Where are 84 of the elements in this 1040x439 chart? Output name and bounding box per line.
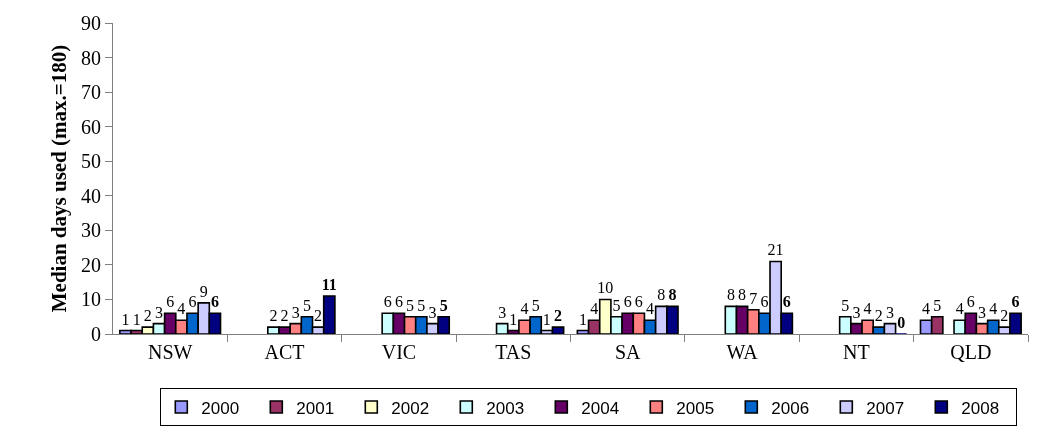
legend-label: 2006 [771, 398, 810, 418]
legend-label: 2001 [296, 398, 335, 418]
x-tick-label: WA [726, 341, 759, 364]
data-label: 6 [966, 293, 975, 311]
legend-label: 2004 [581, 398, 620, 418]
data-label: 6 [394, 293, 403, 311]
data-label: 5 [406, 296, 415, 314]
data-label: 4 [955, 300, 964, 318]
data-label: 8 [738, 286, 747, 304]
data-label: 6 [166, 293, 175, 311]
data-label: 5 [531, 296, 540, 314]
data-label: 1 [542, 310, 551, 328]
x-tick-label: ACT [264, 341, 305, 364]
y-tick-label: 90 [80, 12, 101, 34]
data-label: 6 [760, 293, 769, 311]
x-tick-label: QLD [950, 341, 992, 364]
data-label: 21 [767, 241, 784, 259]
legend-label: 2005 [676, 398, 715, 418]
y-tick-label: 50 [80, 150, 101, 173]
data-label: 5 [439, 296, 448, 314]
x-tick-label: VIC [381, 341, 417, 364]
data-label: 4 [177, 300, 186, 318]
x-tick-label: NSW [147, 341, 193, 364]
legend-label: 2007 [866, 398, 905, 418]
data-label: 6 [188, 293, 197, 311]
data-label: 4 [590, 300, 599, 318]
data-label: 3 [155, 303, 164, 321]
data-label: 1 [132, 310, 141, 328]
data-label: 5 [841, 296, 850, 314]
data-label: 0 [897, 314, 906, 331]
data-label: 2 [269, 307, 278, 325]
legend-label: 2008 [961, 398, 1000, 418]
data-label: 2 [554, 307, 563, 325]
data-label: 1 [121, 310, 130, 328]
data-label: 5 [302, 296, 311, 314]
data-label: 3 [291, 303, 300, 321]
data-label: 4 [863, 300, 872, 318]
y-tick-label: 80 [80, 46, 101, 69]
data-label: 2 [143, 307, 152, 325]
data-label: 8 [657, 286, 666, 304]
data-label: 7 [749, 289, 758, 307]
data-label: 2 [1000, 307, 1009, 325]
data-label: 6 [782, 293, 791, 311]
data-label: 3 [977, 303, 986, 321]
data-label: 6 [623, 293, 632, 311]
y-tick-label: 60 [80, 115, 101, 138]
data-label: 3 [428, 303, 437, 321]
y-tick-label: 40 [80, 184, 101, 207]
data-label: 4 [520, 300, 529, 318]
data-label: 2 [314, 307, 323, 325]
data-label: 8 [726, 286, 735, 304]
y-tick-label: 20 [80, 253, 101, 276]
data-label: 3 [498, 303, 507, 321]
data-label: 8 [668, 286, 677, 304]
y-tick-label: 10 [80, 288, 101, 311]
data-label: 2 [874, 307, 883, 325]
data-label: 9 [199, 282, 208, 300]
y-axis-title: Median days used (max.=180) [47, 44, 72, 313]
data-label: 3 [852, 303, 861, 321]
data-label: 5 [417, 296, 426, 314]
data-label: 1 [578, 310, 587, 328]
y-tick-label: 70 [80, 81, 101, 104]
data-label: 5 [933, 296, 942, 314]
data-label: 4 [922, 300, 931, 318]
x-tick-label: TAS [495, 341, 532, 364]
y-tick-label: 0 [90, 323, 101, 345]
data-label: 3 [885, 303, 894, 321]
legend-label: 2000 [201, 398, 240, 418]
data-label: 4 [646, 300, 655, 318]
data-label: 5 [612, 296, 621, 314]
data-label: 1 [509, 310, 518, 328]
x-tick-label: SA [614, 341, 642, 364]
data-label: 11 [321, 275, 337, 293]
legend-label: 2002 [391, 398, 430, 418]
data-label: 6 [1011, 293, 1020, 311]
y-tick-label: 30 [80, 219, 101, 242]
data-label: 10 [597, 279, 614, 297]
data-label: 6 [383, 293, 392, 311]
data-label: 6 [210, 293, 219, 311]
data-label: 2 [280, 307, 289, 325]
legend-label: 2003 [486, 398, 525, 418]
data-label: 4 [989, 300, 998, 318]
x-tick-label: NT [843, 341, 870, 364]
data-label: 6 [634, 293, 643, 311]
